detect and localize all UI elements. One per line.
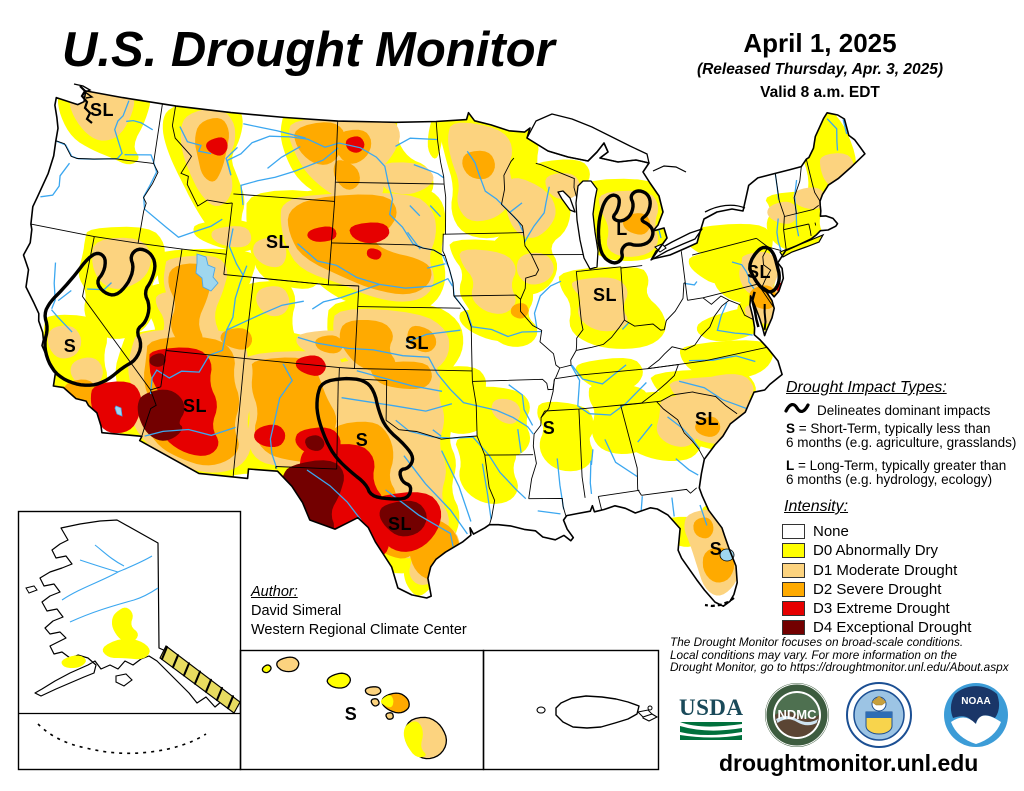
svg-text:NOAA: NOAA [961,696,990,707]
svg-text:NDMC: NDMC [778,707,818,722]
svg-text:S: S [64,336,77,356]
svg-text:SL: SL [266,232,290,252]
svg-text:USDA: USDA [679,695,743,720]
svg-text:S: S [710,539,723,559]
svg-text:SL: SL [747,262,771,282]
svg-text:S: S [543,418,556,438]
svg-text:SL: SL [90,100,114,120]
svg-text:SL: SL [405,333,429,353]
svg-text:S: S [356,430,369,450]
svg-text:L: L [616,219,628,239]
svg-text:SL: SL [388,514,412,534]
svg-text:S: S [345,704,358,724]
svg-text:SL: SL [593,285,617,305]
svg-text:SL: SL [183,396,207,416]
svg-text:SL: SL [695,409,719,429]
